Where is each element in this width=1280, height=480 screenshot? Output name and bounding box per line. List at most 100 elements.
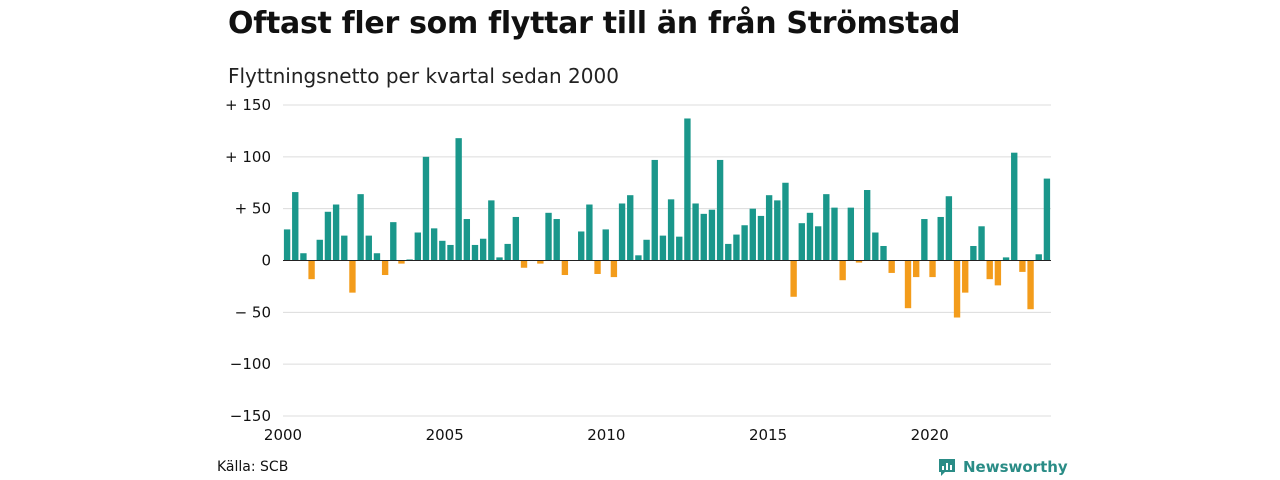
bar xyxy=(390,222,397,261)
bar xyxy=(847,207,855,261)
bar xyxy=(962,260,969,293)
bar xyxy=(692,203,699,261)
bar xyxy=(839,260,846,281)
bar xyxy=(1043,178,1051,261)
x-axis-ticks: 2000 2005 2010 2015 2020 xyxy=(264,426,949,444)
y-tick-label: + 50 xyxy=(235,200,271,218)
bar xyxy=(479,238,487,261)
bar xyxy=(749,208,756,261)
bar xyxy=(757,215,765,261)
bar xyxy=(1035,254,1042,261)
bar xyxy=(578,231,585,261)
bar xyxy=(381,260,389,276)
bar xyxy=(814,226,822,261)
bar xyxy=(921,219,928,261)
bar xyxy=(806,212,814,261)
bar xyxy=(741,225,748,261)
bar xyxy=(716,159,724,261)
bar xyxy=(765,195,773,261)
bar xyxy=(308,260,315,280)
bar xyxy=(986,260,993,280)
brand-logo[interactable]: Newsworthy xyxy=(937,456,1068,478)
bar xyxy=(439,240,446,261)
bar xyxy=(520,260,528,268)
bar xyxy=(1019,260,1026,272)
bar xyxy=(471,244,479,261)
y-tick-label: + 100 xyxy=(225,148,271,166)
bar xyxy=(880,245,887,261)
bar xyxy=(447,244,454,261)
bar xyxy=(365,235,372,261)
bar xyxy=(455,138,462,261)
x-tick-label: 2005 xyxy=(426,426,464,444)
bar xyxy=(332,204,340,261)
bar-chart-bubble-icon xyxy=(939,459,955,476)
bar xyxy=(414,232,421,261)
bar xyxy=(953,260,961,318)
bar xyxy=(970,245,977,261)
bar xyxy=(357,194,364,261)
bar xyxy=(602,229,609,261)
bar xyxy=(774,200,781,261)
bar xyxy=(463,219,471,261)
chart-title: Oftast fler som flyttar till än från Str… xyxy=(228,6,961,41)
bar xyxy=(512,216,520,261)
chart-subtitle: Flyttningsnetto per kvartal sedan 2000 xyxy=(228,64,619,88)
bar xyxy=(978,226,985,261)
bar xyxy=(422,156,430,261)
bar xyxy=(594,260,601,274)
bar xyxy=(504,243,511,261)
y-axis-ticks: + 150 + 100 + 50 0 − 50 −100 −150 xyxy=(225,96,271,425)
bar xyxy=(1011,152,1018,261)
bar xyxy=(283,229,291,261)
bar xyxy=(488,200,495,261)
bar xyxy=(373,253,381,261)
x-tick-label: 2020 xyxy=(911,426,949,444)
y-tick-label: −100 xyxy=(230,355,271,373)
bar xyxy=(586,204,593,261)
bar xyxy=(888,260,895,273)
bar xyxy=(945,196,953,261)
bar xyxy=(496,257,503,261)
bar xyxy=(855,260,863,263)
y-tick-label: −150 xyxy=(230,407,271,425)
bar xyxy=(782,182,789,261)
bar xyxy=(676,236,683,261)
bar xyxy=(823,194,830,261)
bar xyxy=(708,209,716,261)
bar xyxy=(553,219,560,261)
brand-name: Newsworthy xyxy=(963,458,1068,476)
bar xyxy=(545,212,552,261)
bar xyxy=(643,239,650,261)
bar xyxy=(725,243,732,261)
bar xyxy=(659,235,667,261)
x-tick-label: 2010 xyxy=(587,426,625,444)
bar xyxy=(627,195,634,261)
bar xyxy=(913,260,920,278)
y-tick-label: 0 xyxy=(261,252,271,270)
bar xyxy=(831,207,838,261)
bar xyxy=(537,260,544,264)
bar xyxy=(635,255,642,261)
bar xyxy=(561,260,569,276)
x-tick-label: 2015 xyxy=(749,426,787,444)
bar xyxy=(292,192,299,261)
bar xyxy=(349,260,356,293)
bar xyxy=(863,190,871,261)
bar xyxy=(341,235,348,261)
bar xyxy=(300,253,307,261)
bar xyxy=(398,260,405,264)
y-tick-label: + 150 xyxy=(225,96,271,114)
bar xyxy=(790,260,797,297)
bar xyxy=(651,159,658,261)
bar xyxy=(994,260,1002,286)
bar xyxy=(929,260,936,278)
bar xyxy=(610,260,618,278)
bar xyxy=(406,259,413,261)
gridlines xyxy=(283,104,1051,417)
x-tick-label: 2000 xyxy=(264,426,302,444)
bar xyxy=(1027,260,1034,310)
bar xyxy=(798,223,805,261)
bar xyxy=(937,216,944,261)
